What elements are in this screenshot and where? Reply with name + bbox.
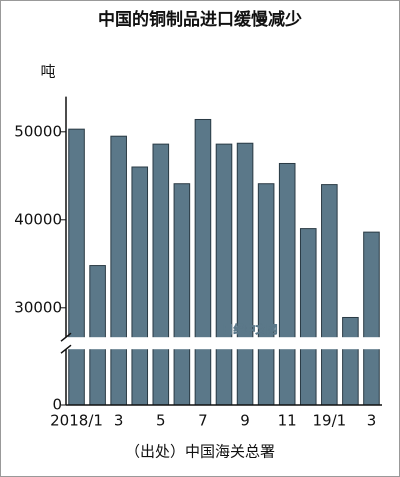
bar — [342, 316, 359, 406]
watermark: 日经中文网 — [223, 322, 278, 336]
bar — [321, 184, 338, 406]
bar — [299, 228, 317, 406]
y-tick-label: 30000 — [14, 298, 62, 316]
chart-title: 中国的铜制品进口缓慢减少 — [98, 9, 302, 30]
x-tick-label: 9 — [240, 412, 250, 430]
x-tick-label: 11 — [278, 412, 297, 430]
bar — [68, 128, 85, 406]
bar — [236, 142, 254, 406]
axis-break-gap — [58, 337, 384, 350]
y-tick-label: 40000 — [14, 210, 62, 228]
bar — [194, 118, 212, 406]
source: （出处）中国海关总署 — [125, 443, 275, 461]
axis-break-mark — [60, 344, 72, 354]
bar — [152, 143, 170, 406]
axis-break-mark — [60, 332, 72, 342]
x-tick-label: 19/1 — [312, 412, 346, 430]
y-tick-label: 0 — [52, 396, 62, 414]
x-tick-label: 7 — [198, 412, 208, 430]
bar — [110, 135, 127, 406]
bar — [173, 183, 191, 406]
bar — [215, 143, 233, 406]
bar — [363, 231, 380, 406]
bar — [89, 265, 106, 406]
bar — [131, 166, 149, 406]
x-tick-label: 2018/1 — [50, 412, 103, 430]
x-tick-label: 5 — [156, 412, 166, 430]
bar — [278, 162, 296, 406]
y-tick-label: 50000 — [14, 122, 62, 140]
x-tick-label: 3 — [367, 412, 377, 430]
bar — [257, 183, 275, 406]
y-axis-label: 吨 — [40, 63, 55, 81]
x-tick-label: 3 — [114, 412, 124, 430]
